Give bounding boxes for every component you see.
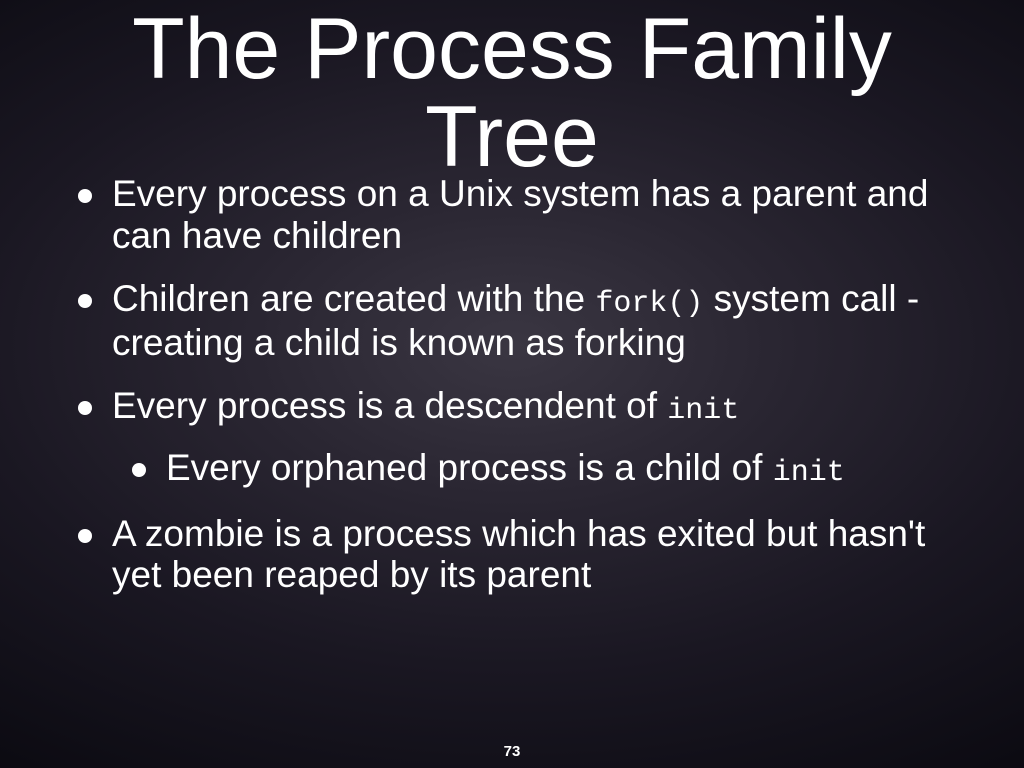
bullet-dot-icon: [132, 463, 146, 477]
bullet-item: Every process on a Unix system has a par…: [78, 173, 964, 256]
bullet-dot-icon: [78, 189, 92, 203]
sub-bullet-text: Every orphaned process is a child of ini…: [166, 447, 845, 491]
slide: The Process Family Tree Every process on…: [0, 0, 1024, 768]
code-text: fork(): [595, 287, 703, 321]
bullet-text: Children are created with the fork() sys…: [112, 278, 964, 363]
bullet-text: Every process on a Unix system has a par…: [112, 173, 964, 256]
page-number: 73: [0, 743, 1024, 760]
bullet-dot-icon: [78, 401, 92, 415]
bullet-item: Every process is a descendent of init: [78, 385, 964, 429]
title-line-2: Tree: [425, 89, 599, 185]
bullet-dot-icon: [78, 529, 92, 543]
slide-title: The Process Family Tree: [0, 0, 1024, 181]
bullet-item: Children are created with the fork() sys…: [78, 278, 964, 363]
bullet-text: Every process is a descendent of init: [112, 385, 739, 429]
bullet-item: A zombie is a process which has exited b…: [78, 513, 964, 596]
code-text: init: [667, 394, 739, 428]
code-text: init: [773, 456, 845, 490]
bullet-dot-icon: [78, 294, 92, 308]
sub-bullet-item: Every orphaned process is a child of ini…: [132, 447, 964, 491]
bullet-text: A zombie is a process which has exited b…: [112, 513, 964, 596]
title-line-1: The Process Family: [132, 1, 892, 97]
slide-body: Every process on a Unix system has a par…: [0, 173, 1024, 595]
